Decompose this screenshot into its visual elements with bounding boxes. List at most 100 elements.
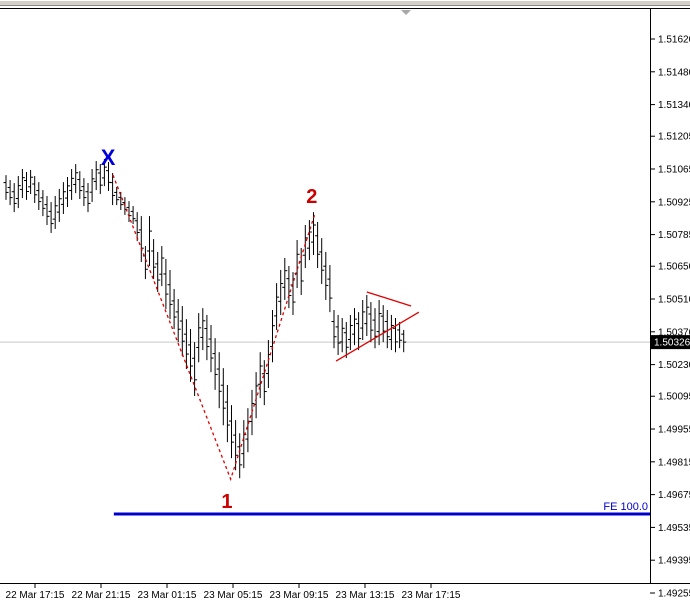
ohlc-bar: [220, 368, 226, 426]
y-axis-label: 1.50230: [658, 360, 690, 371]
ohlc-bar: [114, 187, 120, 206]
ohlc-bar: [261, 360, 267, 406]
x-axis-label: 22 Mar 21:15: [72, 590, 131, 601]
ohlc-bars: [3, 158, 407, 479]
ohlc-bar: [327, 265, 333, 313]
ohlc-bar: [52, 195, 58, 229]
ohlc-bar: [294, 239, 300, 289]
chart-shift-marker-icon[interactable]: [401, 10, 411, 15]
current-price-label: 1.50326: [654, 338, 690, 349]
ohlc-bar: [151, 239, 157, 280]
ohlc-bar: [3, 175, 9, 200]
ohlc-bar: [56, 188, 62, 222]
ohlc-bar: [208, 325, 214, 373]
x-axis-label: 23 Mar 17:15: [402, 590, 461, 601]
ohlc-bar: [48, 202, 54, 233]
ohlc-bar: [384, 310, 390, 349]
zigzag-dashed-line[interactable]: [112, 174, 316, 482]
ohlc-bar: [278, 269, 284, 315]
y-axis[interactable]: 1.51620 1.51480 1.51340 1.51205 1.51065 1.509…: [650, 35, 690, 600]
ohlc-bar: [331, 310, 337, 349]
ohlc-bar: [179, 306, 185, 357]
current-price-badge: [651, 335, 690, 350]
ohlc-bar: [302, 224, 308, 269]
ohlc-bar: [352, 308, 357, 346]
ohlc-bar: [163, 258, 169, 310]
ohlc-bar: [19, 169, 25, 199]
wave-label-2[interactable]: 2: [306, 186, 317, 208]
ohlc-bar: [401, 329, 407, 353]
ohlc-bar: [274, 283, 280, 330]
ohlc-bar: [347, 314, 353, 351]
ohlc-bar: [249, 389, 255, 436]
ohlc-bar: [343, 321, 349, 359]
wave-label-1[interactable]: 1: [221, 491, 232, 513]
ohlc-bar: [138, 216, 144, 263]
ohlc-bar: [224, 384, 230, 443]
ohlc-bar: [40, 190, 46, 217]
ohlc-bar: [24, 172, 29, 200]
ohlc-bar: [200, 308, 206, 351]
ohlc-bar: [155, 251, 161, 292]
y-axis-label: 1.50650: [658, 262, 690, 273]
y-axis-label: 1.49815: [658, 457, 690, 468]
ohlc-bar: [93, 161, 99, 191]
ohlc-bar: [393, 317, 398, 353]
ohlc-bar: [15, 176, 21, 209]
ohlc-bar: [101, 158, 107, 187]
ohlc-bar: [110, 172, 116, 206]
ohlc-bar: [339, 317, 345, 353]
y-axis-label: 1.51480: [658, 67, 690, 78]
ohlc-bar: [65, 176, 70, 207]
ohlc-bar: [282, 258, 288, 300]
wave-label-x[interactable]: X: [101, 145, 116, 170]
y-axis-label: 1.50925: [658, 197, 690, 208]
x-axis-label: 23 Mar 09:15: [270, 590, 329, 601]
ohlc-bar: [257, 352, 263, 399]
ohlc-bar: [380, 305, 386, 343]
ohlc-bar: [97, 164, 103, 195]
y-axis-label: 1.51620: [658, 35, 690, 46]
ohlc-bar: [81, 178, 87, 207]
x-axis-label: 22 Mar 17:15: [6, 590, 65, 601]
ohlc-bar: [69, 169, 75, 200]
ohlc-bar: [196, 313, 202, 363]
ohlc-bar: [147, 216, 152, 266]
x-axis[interactable]: 22 Mar 17:15 22 Mar 21:15 23 Mar 01:15 23 M…: [6, 583, 461, 602]
ohlc-bar: [212, 338, 218, 390]
ohlc-bar: [204, 314, 210, 361]
ohlc-bar: [315, 221, 321, 269]
ohlc-bar: [11, 183, 17, 213]
plot-border: [0, 8, 690, 584]
ohlc-bar: [134, 212, 140, 242]
ohlc-bar: [360, 299, 366, 341]
ohlc-bar: [319, 238, 325, 285]
window-top-strip[interactable]: [0, 0, 690, 6]
ohlc-bar: [376, 299, 382, 346]
ohlc-bar: [388, 314, 394, 351]
x-axis-label: 23 Mar 01:15: [138, 590, 197, 601]
ohlc-bar: [175, 299, 181, 343]
ohlc-bar: [335, 314, 341, 355]
triangle-upper-line[interactable]: [366, 291, 412, 307]
ohlc-bar: [192, 342, 198, 396]
y-axis-label: 1.50785: [658, 230, 690, 241]
ohlc-bar: [229, 405, 234, 459]
y-axis-label: 1.49395: [658, 556, 690, 567]
triangle-lower-line[interactable]: [335, 311, 420, 362]
ohlc-bar: [126, 201, 132, 222]
y-axis-label: 1.51065: [658, 165, 690, 176]
y-axis-label: 1.49535: [658, 523, 690, 534]
ohlc-bar: [237, 433, 243, 479]
ohlc-bar: [364, 295, 370, 337]
ohlc-bar: [183, 319, 189, 370]
ohlc-bar: [188, 328, 193, 382]
ohlc-bar: [77, 171, 83, 199]
ohlc-bar: [89, 169, 95, 203]
ohlc-bar: [60, 182, 66, 214]
ohlc-bar: [245, 408, 251, 453]
y-axis-label: 1.50370: [658, 327, 690, 338]
y-axis-label: 1.51340: [658, 100, 690, 111]
ohlc-bar: [44, 195, 50, 225]
